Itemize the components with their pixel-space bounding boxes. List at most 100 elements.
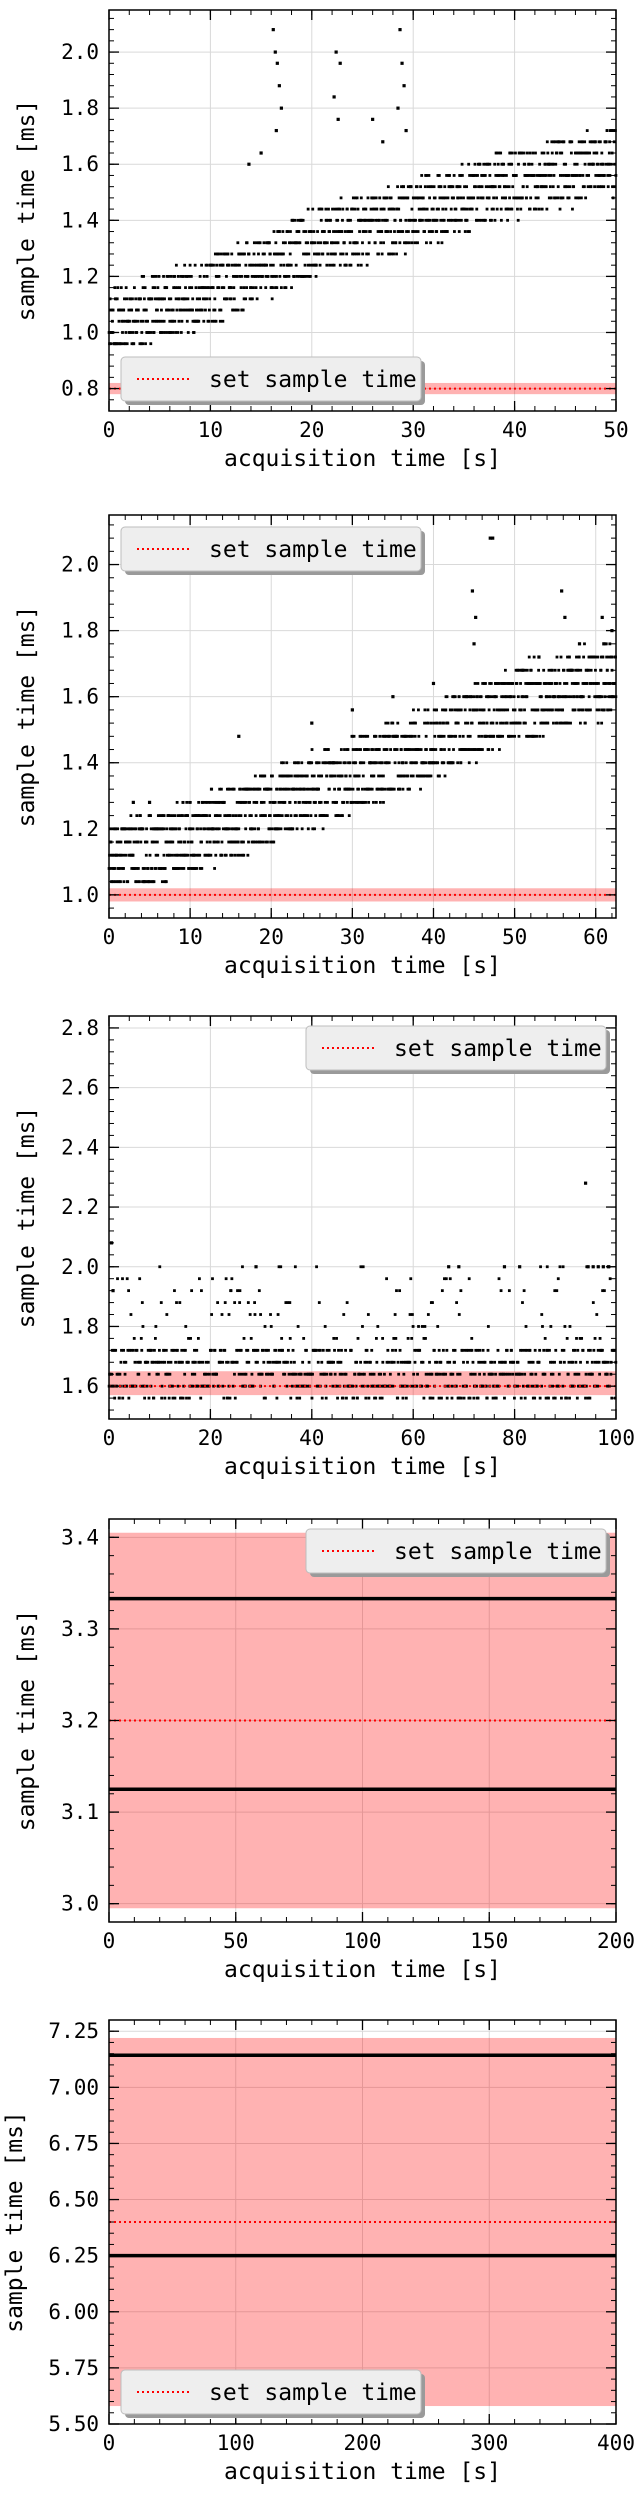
data-point bbox=[269, 1313, 272, 1316]
data-point bbox=[525, 151, 529, 155]
data-point bbox=[200, 840, 203, 844]
data-point bbox=[493, 1360, 497, 1364]
data-point bbox=[204, 1360, 208, 1364]
data-point bbox=[555, 721, 559, 725]
chart-panel-2: 0 10 20 30 40 50 601.01.21.41.61.82.0acquisiti… bbox=[14, 514, 618, 979]
data-point bbox=[286, 1348, 290, 1352]
data-point bbox=[462, 1396, 466, 1400]
data-point bbox=[379, 800, 382, 804]
data-point bbox=[517, 734, 521, 738]
data-point bbox=[395, 207, 399, 211]
data-point bbox=[214, 853, 218, 857]
data-point bbox=[429, 1396, 432, 1400]
data-point bbox=[514, 668, 518, 672]
data-point bbox=[254, 286, 258, 290]
data-point bbox=[271, 286, 274, 290]
data-point bbox=[479, 695, 483, 699]
data-point bbox=[540, 1384, 543, 1388]
data-point bbox=[483, 1360, 487, 1364]
data-point bbox=[131, 297, 134, 301]
data-point bbox=[278, 230, 281, 233]
data-point bbox=[431, 207, 435, 211]
data-point bbox=[306, 814, 310, 817]
data-point bbox=[459, 761, 463, 765]
data-point bbox=[283, 827, 287, 831]
data-point bbox=[428, 185, 432, 189]
data-point bbox=[306, 207, 310, 211]
data-point bbox=[359, 263, 363, 267]
data-point bbox=[332, 263, 336, 267]
data-point bbox=[135, 1348, 139, 1352]
data-point bbox=[592, 1348, 596, 1352]
data-point bbox=[250, 297, 254, 301]
data-point bbox=[597, 708, 601, 712]
data-point bbox=[193, 263, 197, 267]
data-point bbox=[298, 800, 301, 804]
data-point bbox=[372, 196, 376, 200]
data-point bbox=[587, 668, 590, 672]
data-point bbox=[375, 207, 379, 211]
data-point bbox=[428, 761, 432, 765]
data-point bbox=[327, 787, 331, 791]
data-point bbox=[235, 274, 239, 278]
data-point bbox=[294, 263, 298, 267]
data-point bbox=[504, 1372, 508, 1376]
data-point bbox=[375, 1337, 378, 1340]
data-point bbox=[293, 218, 297, 222]
data-point bbox=[573, 1372, 577, 1376]
data-point bbox=[606, 1360, 610, 1364]
data-point bbox=[441, 708, 444, 712]
data-point bbox=[596, 162, 600, 166]
data-point bbox=[353, 1372, 357, 1376]
y-tick-label: 1.8 bbox=[61, 96, 99, 120]
data-point bbox=[591, 682, 595, 685]
data-point bbox=[320, 774, 324, 778]
data-point bbox=[396, 230, 400, 233]
data-point bbox=[486, 1348, 490, 1352]
y-tick-label: 7.00 bbox=[48, 2075, 99, 2099]
data-point bbox=[424, 218, 428, 222]
outlier-point bbox=[336, 117, 340, 121]
data-point bbox=[181, 814, 184, 817]
data-point bbox=[207, 286, 210, 290]
y-tick-label: 6.75 bbox=[48, 2131, 99, 2155]
data-point bbox=[361, 252, 365, 256]
data-point bbox=[583, 642, 586, 646]
data-point bbox=[256, 1360, 259, 1364]
data-point bbox=[210, 263, 214, 267]
data-point bbox=[218, 319, 222, 323]
data-point bbox=[379, 207, 383, 211]
data-point bbox=[513, 174, 517, 177]
data-point bbox=[266, 274, 270, 278]
data-point bbox=[162, 853, 166, 857]
data-point bbox=[188, 800, 192, 804]
data-point bbox=[362, 1384, 366, 1388]
data-point bbox=[339, 748, 343, 751]
data-point bbox=[476, 682, 480, 685]
data-point bbox=[248, 814, 252, 817]
data-point bbox=[335, 1337, 338, 1340]
data-point bbox=[167, 297, 171, 301]
y-tick-label: 5.75 bbox=[48, 2356, 99, 2380]
data-point bbox=[208, 814, 212, 817]
data-point bbox=[540, 1313, 544, 1316]
data-point bbox=[595, 708, 599, 712]
data-point bbox=[592, 162, 595, 166]
data-point bbox=[476, 1396, 480, 1400]
outlier-point bbox=[577, 642, 582, 646]
data-point bbox=[196, 308, 200, 312]
data-point bbox=[474, 174, 478, 177]
data-point bbox=[325, 241, 329, 245]
data-point bbox=[465, 218, 469, 222]
data-point bbox=[363, 787, 367, 791]
data-point bbox=[332, 761, 336, 765]
data-point bbox=[212, 1384, 216, 1388]
data-point bbox=[568, 1396, 571, 1400]
data-point bbox=[503, 708, 507, 712]
data-point bbox=[482, 1372, 486, 1376]
data-point bbox=[473, 695, 476, 699]
data-point bbox=[588, 1348, 592, 1352]
data-point bbox=[522, 151, 525, 155]
data-point bbox=[550, 140, 554, 144]
outlier-point bbox=[247, 162, 251, 166]
